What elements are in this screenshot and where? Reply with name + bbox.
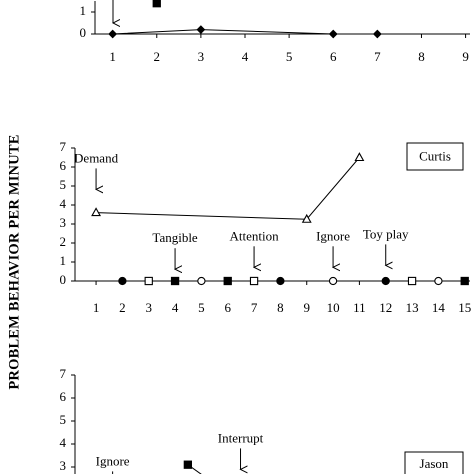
annotation: Ignore <box>96 453 130 468</box>
point <box>183 460 193 469</box>
y-tick-label: 3 <box>60 215 67 230</box>
point <box>434 276 443 286</box>
point <box>91 207 102 217</box>
point <box>223 276 232 286</box>
point <box>372 29 382 39</box>
x-tick-label: 7 <box>374 49 381 64</box>
x-tick-label: 6 <box>224 300 231 315</box>
point <box>354 152 365 162</box>
y-tick-label: 4 <box>60 435 67 450</box>
x-tick-label: 1 <box>109 49 116 64</box>
x-tick-label: 15 <box>458 300 471 315</box>
x-tick-label: 14 <box>432 300 446 315</box>
x-tick-label: 9 <box>303 300 310 315</box>
x-tick-label: 8 <box>418 49 425 64</box>
point <box>196 25 206 34</box>
point <box>407 276 417 286</box>
x-tick-label: 7 <box>251 300 258 315</box>
x-tick-label: 5 <box>198 300 205 315</box>
point <box>301 213 312 223</box>
y-tick-label: 5 <box>60 177 67 192</box>
x-tick-label: 2 <box>154 49 161 64</box>
y-tick-label: 4 <box>60 196 67 211</box>
point <box>108 29 118 39</box>
point <box>460 276 469 286</box>
x-tick-label: 9 <box>462 49 469 64</box>
y-tick-label: 0 <box>60 272 67 287</box>
point <box>170 276 180 286</box>
annotation: Tangible <box>152 230 198 245</box>
annotation: Demand <box>74 150 119 165</box>
y-tick-label: 7 <box>60 366 67 381</box>
panel-name: Curtis <box>419 148 451 163</box>
series-line <box>96 157 360 220</box>
x-tick-label: 3 <box>198 49 205 64</box>
point <box>152 0 161 8</box>
x-tick-label: 3 <box>145 300 152 315</box>
y-tick-label: 1 <box>60 253 67 268</box>
x-tick-label: 5 <box>286 49 293 64</box>
x-tick-label: 13 <box>406 300 419 315</box>
y-tick-label: 2 <box>60 234 67 249</box>
x-tick-label: 2 <box>119 300 126 315</box>
annotation: Ignore <box>316 228 350 243</box>
panel-name: Jason <box>420 456 449 471</box>
point <box>328 29 338 39</box>
annotation: Attention <box>230 228 280 243</box>
x-tick-label: 12 <box>379 300 392 315</box>
x-tick-label: 1 <box>93 300 100 315</box>
y-tick-label: 1 <box>80 3 87 18</box>
point <box>249 276 259 286</box>
y-axis-label: PROBLEM BEHAVIOR PER MINUTE <box>6 134 22 389</box>
y-tick-label: 3 <box>60 458 67 473</box>
point <box>328 276 338 286</box>
x-tick-label: 6 <box>330 49 337 64</box>
y-tick-label: 0 <box>80 25 87 40</box>
point <box>276 276 285 286</box>
y-tick-label: 7 <box>60 139 67 154</box>
y-tick-label: 6 <box>60 158 67 173</box>
point <box>381 276 390 286</box>
x-tick-label: 4 <box>172 300 179 315</box>
x-tick-label: 8 <box>277 300 284 315</box>
point <box>197 276 206 286</box>
x-tick-label: 4 <box>242 49 249 64</box>
point <box>118 276 127 286</box>
series-line <box>112 29 334 35</box>
name-box <box>406 142 464 171</box>
point <box>144 276 153 286</box>
annotation: Toy play <box>363 226 409 241</box>
y-tick-label: 6 <box>60 389 67 404</box>
name-box <box>404 451 464 474</box>
y-tick-label: 5 <box>60 412 67 427</box>
x-tick-label: 11 <box>353 300 366 315</box>
annotation: Interrupt <box>218 430 264 445</box>
x-tick-label: 10 <box>327 300 340 315</box>
